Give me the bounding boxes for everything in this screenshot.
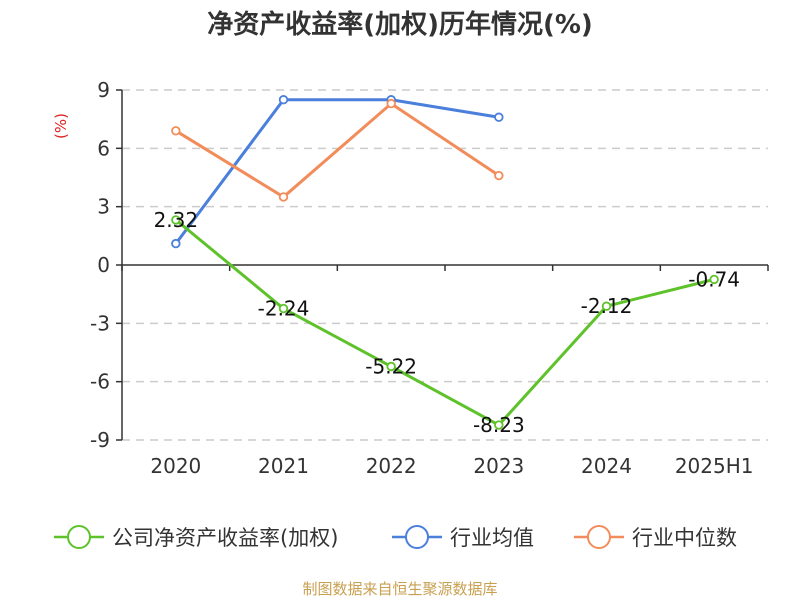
legend-marker (405, 525, 429, 549)
source-note: 制图数据来自恒生聚源数据库 (302, 580, 497, 598)
axes (116, 89, 769, 441)
x-tick-label: 2024 (581, 454, 632, 478)
data-label: -5.22 (365, 355, 417, 379)
x-tick-label: 2020 (150, 454, 201, 478)
data-point (386, 361, 396, 372)
legend: 公司净资产收益率(加权) 行业均值 行业中位数 (54, 525, 737, 550)
data-label: -2.12 (581, 294, 633, 318)
legend-label: 公司净资产收益率(加权) (112, 526, 338, 550)
x-tick-labels: 2020 2021 2022 2023 2024 2025H1 (150, 454, 753, 478)
data-point (386, 98, 396, 109)
series-points (171, 95, 719, 430)
data-point (494, 420, 504, 430)
data-point (709, 274, 719, 285)
data-point (278, 95, 289, 105)
data-point (278, 192, 289, 202)
data-label: -0.74 (688, 267, 740, 291)
data-label: -2.24 (258, 297, 310, 321)
data-labels: 2.32 -2.24 -5.22 -8.23 -2.12 -0.74 (154, 208, 740, 437)
y-tick-label: -9 (90, 428, 110, 452)
y-tick-label: -3 (90, 311, 110, 335)
data-point (494, 170, 504, 181)
legend-marker (587, 525, 611, 549)
gridlines (122, 89, 768, 441)
data-point (494, 112, 504, 122)
y-axis-unit-label: (%) (52, 113, 70, 139)
series-line (175, 102, 500, 199)
series-line (174, 98, 500, 245)
x-tick-label: 2025H1 (675, 454, 754, 478)
legend-marker (67, 525, 91, 549)
data-label: -8.23 (473, 413, 525, 437)
data-point (601, 301, 612, 311)
y-tick-label: 3 (97, 195, 110, 219)
data-point (171, 126, 181, 136)
y-tick-label: -6 (90, 370, 110, 394)
y-tick-label: 6 (97, 136, 110, 160)
chart-title: 净资产收益率(加权)历年情况(%) (207, 9, 593, 40)
data-point (171, 215, 181, 225)
legend-label: 行业中位数 (632, 526, 737, 550)
y-tick-labels: 9 6 3 0 -3 -6 -9 (90, 78, 110, 452)
data-point (171, 238, 181, 249)
y-tick-label: 0 (97, 253, 110, 277)
legend-label: 行业均值 (450, 526, 534, 550)
x-tick-label: 2023 (473, 454, 524, 478)
x-tick-label: 2022 (366, 454, 417, 478)
series-lines (174, 98, 715, 427)
series-line (174, 218, 715, 427)
y-tick-label: 9 (97, 78, 110, 102)
x-tick-label: 2021 (258, 454, 309, 478)
data-label: 2.32 (154, 208, 199, 232)
data-point (278, 303, 289, 314)
